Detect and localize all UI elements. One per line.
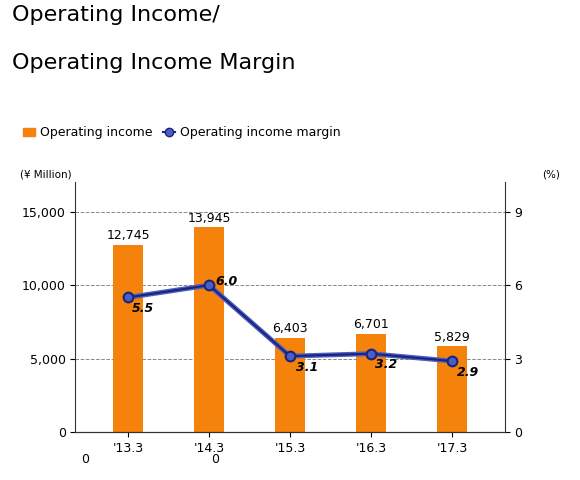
Legend: Operating income, Operating income margin: Operating income, Operating income margi…	[18, 121, 346, 144]
Text: 13,945: 13,945	[187, 212, 231, 225]
Bar	[437, 347, 467, 432]
Text: 12,745: 12,745	[106, 229, 150, 242]
Text: 2.9: 2.9	[457, 366, 479, 379]
Bar	[274, 338, 306, 432]
Text: Operating Income/: Operating Income/	[12, 5, 219, 25]
Text: 3.1: 3.1	[296, 360, 319, 373]
Bar	[113, 245, 143, 432]
Text: (%): (%)	[542, 170, 560, 180]
Text: 6.0: 6.0	[216, 275, 238, 288]
Text: (¥ Million): (¥ Million)	[20, 170, 71, 180]
Text: 6,403: 6,403	[272, 323, 308, 336]
Text: 6,701: 6,701	[353, 318, 389, 331]
Text: 0: 0	[81, 453, 89, 466]
Text: 0: 0	[211, 453, 219, 466]
Bar	[194, 227, 224, 432]
Text: 5.5: 5.5	[132, 302, 154, 315]
Text: 5,829: 5,829	[434, 331, 470, 344]
Text: 3.2: 3.2	[375, 358, 397, 371]
Bar	[356, 334, 386, 432]
Text: Operating Income Margin: Operating Income Margin	[12, 53, 295, 73]
